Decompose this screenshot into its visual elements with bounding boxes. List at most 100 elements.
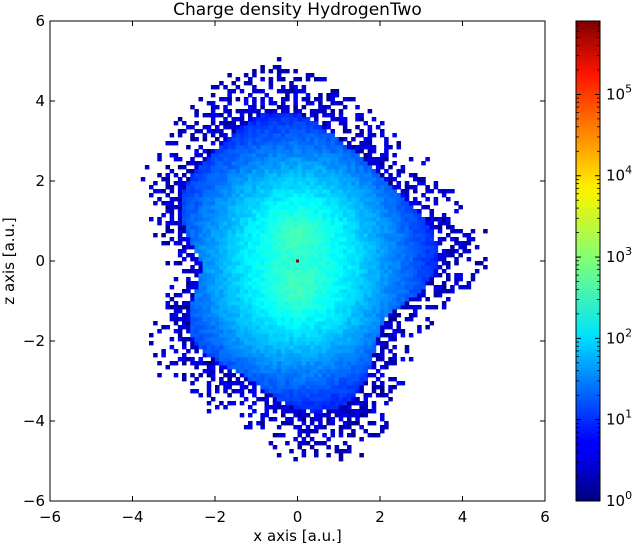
heatmap-cell: [260, 265, 265, 270]
heatmap-cell: [342, 185, 348, 190]
heatmap-cell: [380, 217, 385, 222]
heatmap-cell: [219, 233, 224, 238]
heatmap-cell: [330, 209, 336, 214]
heatmap-cell: [293, 201, 298, 206]
heatmap-cell: [215, 137, 220, 142]
heatmap-cell: [219, 129, 224, 134]
heatmap-cell: [351, 329, 356, 334]
heatmap-cell: [260, 297, 265, 302]
heatmap-cell: [223, 161, 228, 166]
heatmap-cell: [256, 161, 261, 166]
heatmap-cell: [334, 201, 340, 206]
heatmap-cell: [248, 181, 253, 186]
heatmap-cell: [223, 133, 228, 138]
heatmap-cell: [202, 165, 208, 170]
heatmap-cell: [326, 177, 331, 182]
heatmap-cell: [235, 329, 241, 334]
heatmap-cell: [190, 225, 195, 230]
heatmap-cell: [413, 185, 418, 190]
heatmap-cell: [384, 261, 389, 266]
heatmap-cell: [367, 153, 373, 158]
heatmap-cell: [239, 201, 245, 206]
heatmap-cell: [388, 273, 393, 278]
heatmap-cell: [396, 173, 402, 178]
heatmap-cell: [367, 433, 373, 438]
heatmap-cell: [318, 217, 323, 222]
heatmap-cell: [252, 357, 257, 362]
heatmap-cell: [281, 85, 286, 90]
heatmap-cell: [351, 413, 356, 418]
heatmap-cell: [252, 101, 257, 106]
heatmap-cell: [309, 101, 315, 106]
heatmap-cell: [190, 269, 195, 274]
heatmap-cell: [413, 213, 418, 218]
heatmap-cell: [408, 285, 414, 290]
heatmap-cell: [322, 265, 327, 270]
heatmap-cell: [210, 165, 216, 170]
heatmap-cell: [243, 225, 249, 230]
heatmap-cell: [202, 281, 208, 286]
heatmap-cell: [198, 145, 204, 150]
heatmap-cell: [243, 333, 249, 338]
heatmap-cell: [281, 329, 286, 334]
heatmap-cell: [388, 333, 393, 338]
heatmap-cell: [264, 369, 270, 374]
heatmap-cell: [314, 209, 319, 214]
heatmap-cell: [194, 237, 199, 242]
heatmap-cell: [314, 265, 319, 270]
heatmap-cell: [182, 237, 187, 242]
heatmap-cell: [314, 277, 319, 282]
heatmap-cell: [165, 325, 171, 330]
heatmap-cell: [347, 165, 352, 170]
heatmap-cell: [351, 349, 356, 354]
heatmap-cell: [231, 265, 237, 270]
heatmap-cell: [301, 441, 307, 446]
heatmap-cell: [202, 333, 208, 338]
heatmap-cell: [210, 117, 216, 122]
heatmap-cell: [338, 253, 344, 258]
heatmap-cell: [202, 337, 208, 342]
heatmap-cell: [375, 165, 381, 170]
heatmap-cell: [268, 229, 274, 234]
heatmap-cell: [342, 329, 348, 334]
heatmap-cell: [239, 337, 245, 342]
heatmap-cell: [388, 301, 393, 306]
heatmap-cell: [322, 297, 327, 302]
heatmap-cell: [450, 253, 455, 258]
heatmap-cell: [380, 425, 385, 430]
heatmap-cell: [355, 309, 360, 314]
heatmap-cell: [314, 185, 319, 190]
heatmap-cell: [384, 269, 389, 274]
heatmap-cell: [371, 333, 377, 338]
heatmap-cell: [318, 297, 323, 302]
heatmap-cell: [342, 117, 348, 122]
heatmap-cell: [301, 97, 307, 102]
heatmap-cell: [210, 241, 216, 246]
heatmap-cell: [202, 177, 208, 182]
heatmap-cell: [264, 189, 270, 194]
heatmap-cell: [243, 145, 249, 150]
heatmap-cell: [227, 269, 232, 274]
heatmap-cell: [359, 389, 364, 394]
heatmap-cell: [198, 205, 204, 210]
heatmap-cell: [413, 269, 418, 274]
heatmap-cell: [359, 129, 364, 134]
heatmap-cell: [289, 261, 294, 266]
heatmap-cell: [248, 133, 253, 138]
heatmap-cell: [235, 197, 241, 202]
heatmap-cell: [318, 193, 323, 198]
heatmap-cell: [219, 229, 224, 234]
heatmap-cell: [227, 401, 232, 406]
heatmap-cell: [215, 149, 220, 154]
heatmap-cell: [256, 241, 261, 246]
heatmap-cell: [330, 357, 336, 362]
heatmap-cell: [396, 277, 402, 282]
heatmap-cell: [384, 225, 389, 230]
heatmap-cell: [314, 349, 319, 354]
heatmap-cell: [359, 357, 364, 362]
heatmap-cell: [210, 157, 216, 162]
heatmap-cell: [223, 165, 228, 170]
heatmap-cell: [227, 185, 232, 190]
heatmap-cell: [248, 369, 253, 374]
heatmap-cell: [318, 181, 323, 186]
